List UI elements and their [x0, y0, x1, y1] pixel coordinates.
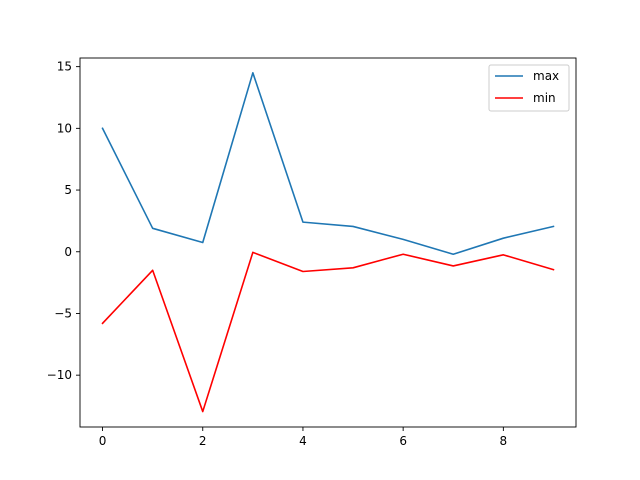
legend: max min	[488, 64, 570, 112]
y-tick-label: 5	[64, 183, 72, 197]
legend-label-min: min	[533, 91, 556, 105]
y-tick-label: 10	[57, 121, 72, 135]
x-tick-label: 8	[500, 434, 508, 448]
series-line-max	[101, 72, 555, 256]
axes-layer: 0 2 4 6 8 −10 −5 0 5 10 15	[47, 57, 577, 448]
series-line-min	[101, 251, 555, 413]
x-tick-label: 0	[99, 434, 107, 448]
y-tick-label: 0	[64, 245, 72, 259]
x-tick-label: 4	[299, 434, 307, 448]
series-layer	[101, 72, 555, 413]
plot-frame	[79, 57, 577, 428]
y-tick-label: −10	[47, 368, 72, 382]
y-tick-label: 15	[57, 60, 72, 74]
y-tick-label: −5	[54, 306, 72, 320]
x-tick-label: 6	[399, 434, 407, 448]
legend-label-max: max	[533, 69, 559, 83]
x-tick-label: 2	[199, 434, 207, 448]
